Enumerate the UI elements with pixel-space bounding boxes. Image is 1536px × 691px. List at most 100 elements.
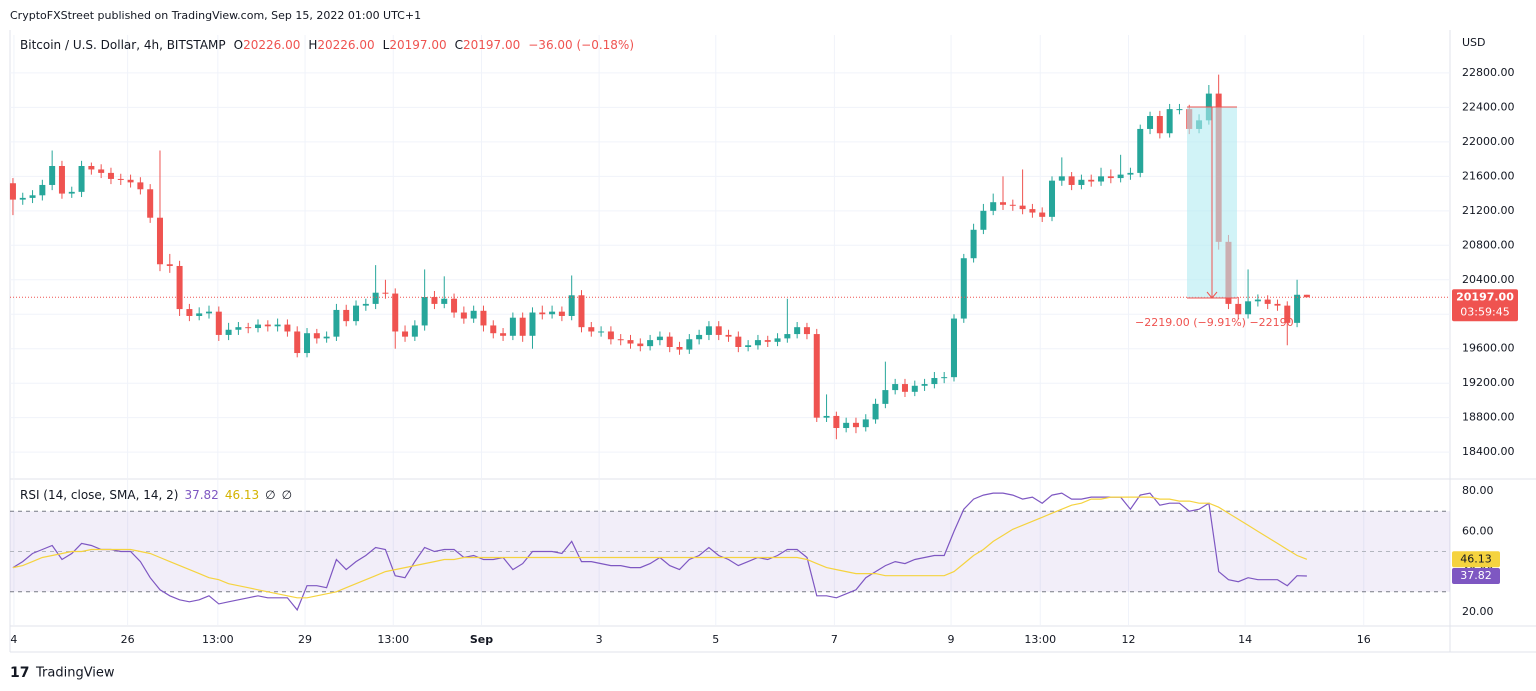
publisher: CryptoFXStreet published on TradingView.… (10, 9, 421, 22)
candle-body (68, 191, 75, 194)
value-badge (1452, 551, 1500, 568)
y-tick-label: 18800.00 (1462, 411, 1515, 424)
candle-body (666, 336, 673, 347)
candle-body (9, 183, 16, 200)
candle-body (725, 334, 732, 337)
candle-body (705, 326, 712, 335)
legend-key: L (383, 38, 390, 52)
candle-body (598, 331, 605, 333)
candle-body (1029, 209, 1036, 213)
candle-body (764, 340, 771, 342)
legend-flag: ∅ (265, 488, 275, 502)
y-tick-label: 22400.00 (1462, 100, 1515, 113)
candle-body (529, 312, 536, 336)
candle-body (205, 311, 212, 314)
measure-label: −2219.00 (−9.91%) −22190 (1135, 316, 1294, 329)
candle-body (637, 343, 644, 347)
x-tick-label: 16 (1357, 633, 1371, 646)
candle-body (1156, 116, 1163, 134)
legend-key: C (455, 38, 463, 52)
candle-body (735, 336, 742, 347)
candle-body (1254, 299, 1261, 302)
legend-value: 20197.00 (389, 38, 446, 52)
x-tick-label: 12 (1121, 633, 1135, 646)
candle-body (823, 415, 830, 418)
candle-body (382, 292, 389, 294)
legend: RSI (14, close, SMA, 14, 2) 37.82 46.13 ∅ ∅ (20, 488, 292, 502)
x-tick-label: 26 (121, 633, 135, 646)
candle-body (784, 334, 791, 339)
candle-body (431, 297, 438, 304)
candle-body (264, 324, 271, 327)
x-tick-label: 3 (596, 633, 603, 646)
candle-body (617, 339, 624, 341)
candle-body (137, 182, 144, 190)
candle-body (970, 229, 977, 259)
candle-body (607, 331, 614, 340)
candle-body (656, 336, 663, 341)
candle-body (1078, 179, 1085, 185)
candle-body (313, 333, 320, 339)
candle-body (98, 169, 105, 173)
candle-body (921, 384, 928, 386)
legend-value: 20197.00 (463, 38, 520, 52)
candle-body (676, 346, 683, 350)
y-tick-label: 80.00 (1462, 484, 1494, 497)
candle-body (441, 298, 448, 304)
candle-body (990, 202, 997, 211)
candle-body (421, 297, 428, 326)
measure-arrowhead (1206, 291, 1218, 299)
candle-body (1000, 202, 1007, 205)
candle-body (284, 324, 291, 332)
value-badge-label: 37.82 (1460, 569, 1492, 582)
candle-body (304, 333, 311, 354)
x-tick-label: 9 (948, 633, 955, 646)
candle-body (892, 384, 899, 391)
candle-body (107, 172, 114, 179)
candle-body (19, 197, 26, 200)
candle-body (1166, 109, 1173, 134)
candle-body (950, 318, 957, 378)
candle-body (1137, 128, 1144, 173)
legend-key: O (234, 38, 243, 52)
candle-body (1107, 176, 1114, 179)
candle-body (1117, 174, 1124, 179)
candle-body (451, 298, 458, 313)
candle-body (294, 331, 301, 354)
candle-body (323, 336, 330, 339)
candle-body (156, 217, 163, 265)
candle-body (911, 385, 918, 392)
y-tick-label: 20400.00 (1462, 273, 1515, 286)
candle-body (225, 329, 232, 335)
x-tick-label: 4 (10, 633, 17, 646)
candle-body (353, 305, 360, 322)
legend-change: −36.00 (−0.18%) (528, 38, 634, 52)
panes: 4 26 13:00 29 13:00 Sep 3 5 7 9 13:00 12 14 16 18400.0… (9, 30, 1536, 653)
candle-body (1127, 172, 1134, 175)
legend: Bitcoin / U.S. Dollar, 4h, BITSTAMP O2022… (20, 38, 634, 52)
candle-body (568, 295, 575, 316)
candle-body (862, 419, 869, 428)
candle-body (196, 313, 203, 316)
candle-body (215, 311, 222, 335)
candle-body (411, 325, 418, 337)
candle-body (1058, 176, 1065, 181)
candle-body (49, 166, 56, 185)
candle-body (509, 317, 516, 336)
x-tick-label: 29 (298, 633, 312, 646)
candle-body (774, 338, 781, 342)
candle-body (117, 178, 124, 180)
candle-body (1245, 301, 1252, 315)
candle-body (833, 415, 840, 429)
candle-body (1098, 176, 1105, 182)
candle-body (39, 184, 46, 196)
candle-body (1294, 294, 1301, 323)
candle-body (1147, 116, 1154, 129)
legend-key: H (308, 38, 317, 52)
value-badge-label: 46.13 (1460, 552, 1492, 565)
x-tick-label: 5 (712, 633, 719, 646)
x-tick-label: 13:00 (202, 633, 234, 646)
candle-body (500, 333, 507, 336)
candle-body (813, 334, 820, 418)
candle-body (29, 195, 36, 198)
